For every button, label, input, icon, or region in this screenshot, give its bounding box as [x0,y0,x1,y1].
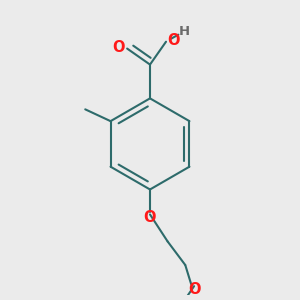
Text: O: O [188,283,200,298]
Text: H: H [179,25,190,38]
Text: O: O [113,40,125,55]
Text: O: O [168,33,180,48]
Text: O: O [144,211,156,226]
